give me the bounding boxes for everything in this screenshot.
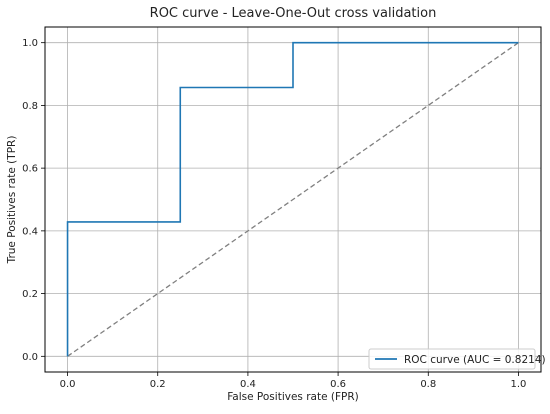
legend-box — [368, 348, 536, 370]
legend-entry-roc: ROC curve (AUC = 0.8214) — [404, 354, 546, 366]
y-axis-label: True Positives rate (TPR) — [6, 136, 18, 265]
y-tick-label: 0.0 — [22, 352, 38, 363]
grid-lines — [45, 27, 541, 372]
x-tick-label: 0.4 — [240, 379, 256, 390]
legend: ROC curve (AUC = 0.8214) — [368, 348, 546, 370]
x-tick-label: 0.0 — [60, 379, 76, 390]
chance-diagonal-line — [67, 42, 519, 357]
plot-frame — [44, 26, 542, 373]
x-tick-label: 0.6 — [330, 379, 346, 390]
x-tick-label: 1.0 — [511, 379, 527, 390]
y-tick-label: 0.2 — [22, 289, 38, 300]
x-tick-label: 0.8 — [420, 379, 436, 390]
x-tick-label: 0.2 — [150, 379, 166, 390]
y-tick-label: 0.4 — [22, 226, 38, 237]
chart-title: ROC curve - Leave-One-Out cross validati… — [150, 6, 437, 21]
y-tick-label: 0.6 — [22, 164, 38, 175]
ticks: 0.0 0.2 0.4 0.6 0.8 1.0 0.0 0.2 0.4 0.6 0.8 1.0 — [22, 38, 526, 390]
x-axis-label: False Positives rate (FPR) — [227, 391, 359, 403]
roc-curve-line — [66, 41, 519, 357]
y-tick-label: 0.8 — [22, 101, 38, 112]
y-tick-label: 1.0 — [22, 38, 38, 49]
series-group — [66, 41, 519, 357]
